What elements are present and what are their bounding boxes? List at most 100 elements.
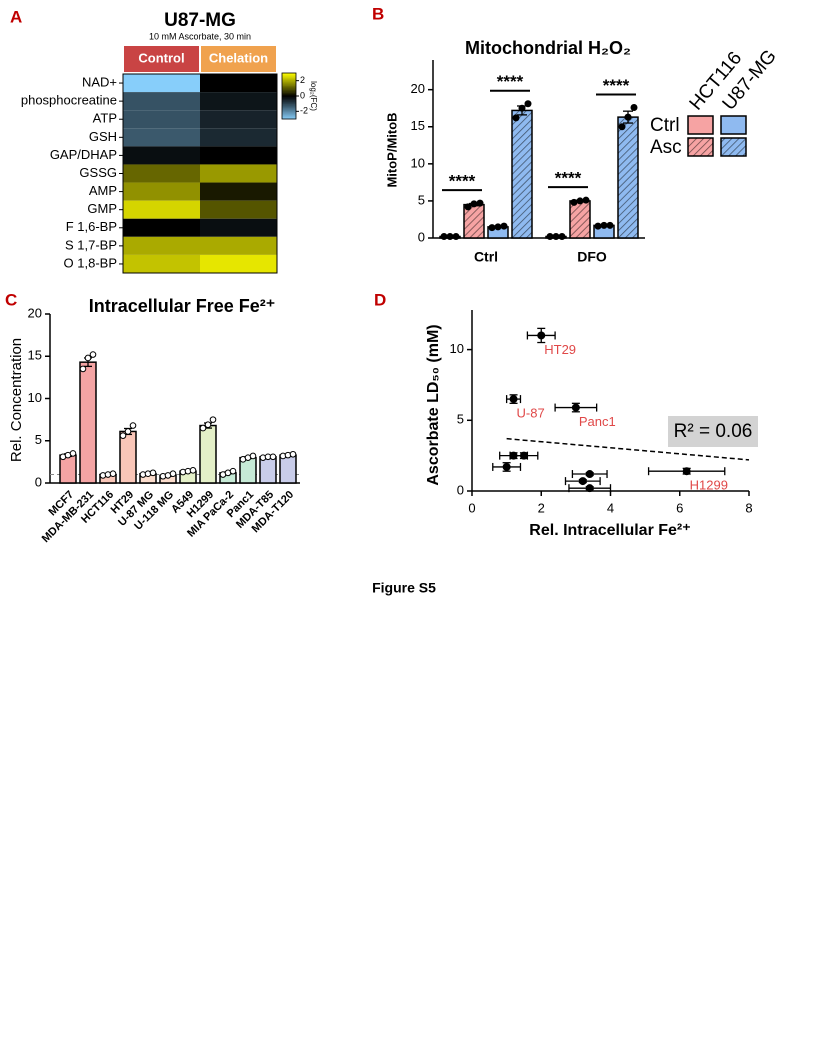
row-label: GSH (89, 129, 117, 144)
colorbar-slice (282, 110, 296, 113)
row-label: AMP (89, 183, 117, 198)
colorbar-tick-label: 2 (300, 75, 305, 85)
heatmap-cell (123, 74, 200, 93)
data-point (119, 432, 127, 439)
data-point (79, 365, 87, 373)
annotation: R² = 0.06 (674, 421, 753, 442)
data-point (109, 470, 117, 478)
colorbar-slice (282, 106, 296, 108)
y-tick-label: 20 (411, 81, 425, 96)
heatmap-cell (123, 200, 200, 219)
significance-label: **** (449, 172, 476, 191)
colorbar-slice (282, 104, 296, 106)
x-axis-label: Rel. Intracellular Fe²⁺ (529, 522, 690, 539)
column-label: Chelation (209, 50, 268, 65)
x-tick-label: DFO (577, 249, 607, 265)
colorbar-slice (282, 113, 296, 115)
colorbar-slice (282, 74, 296, 76)
data-point (618, 123, 626, 131)
data-point (502, 462, 511, 471)
data-point (89, 351, 97, 358)
heatmap-cell (123, 164, 200, 183)
colorbar-slice (282, 73, 296, 75)
x-tick-label: 2 (538, 500, 545, 515)
colorbar-slice (282, 87, 296, 90)
bar (79, 361, 97, 484)
colorbar-slice (282, 78, 296, 81)
chart-subtitle: 10 mM Ascorbate, 30 min (149, 31, 251, 41)
x-tick-label: Ctrl (474, 249, 498, 265)
legend-swatch (720, 115, 747, 135)
data-point (169, 470, 177, 478)
heatmap-cell (200, 128, 277, 147)
colorbar-label: log₂(FC) (309, 81, 318, 111)
y-tick-label: 0 (457, 482, 464, 497)
colorbar-slice (282, 79, 296, 82)
data-point (571, 403, 580, 412)
figure-caption: Figure S5 (372, 580, 436, 596)
bar (511, 109, 533, 239)
colorbar-slice (282, 91, 296, 93)
y-tick-label: 15 (411, 118, 425, 133)
colorbar-slice (282, 99, 296, 101)
bar (279, 454, 297, 484)
colorbar-slice (282, 107, 296, 109)
data-point (518, 104, 526, 112)
data-point (189, 467, 197, 474)
y-axis-label: Ascorbate LD₅₀ (mM) (425, 324, 442, 485)
y-axis-label: MitoP/MitoB (384, 112, 399, 187)
data-point (129, 422, 137, 429)
point-label: H1299 (690, 478, 728, 493)
heatmap-cell (123, 128, 200, 147)
data-point (600, 221, 608, 229)
data-point (464, 203, 472, 211)
colorbar-slice (282, 102, 296, 105)
y-tick-label: 10 (411, 155, 425, 170)
colorbar-slice (282, 85, 296, 88)
row-label: NAD+ (82, 74, 117, 89)
data-point (624, 113, 632, 121)
significance-label: **** (603, 76, 630, 95)
row-label: O 1,8-BP (64, 255, 117, 270)
colorbar-slice (282, 96, 296, 98)
colorbar-slice (282, 109, 296, 112)
colorbar-slice (282, 92, 296, 94)
data-point (269, 453, 277, 461)
data-point (552, 233, 560, 241)
colorbar-slice (282, 81, 296, 83)
row-label: ATP (93, 111, 117, 126)
data-point (494, 223, 502, 231)
panel-letter: C (5, 290, 17, 309)
chart-title: U87-MG (164, 10, 236, 31)
colorbar-slice (282, 77, 296, 80)
colorbar-slice (282, 101, 296, 104)
data-point (488, 224, 496, 232)
point-label: HT29 (544, 342, 576, 357)
data-point (519, 451, 528, 460)
data-point (452, 233, 460, 241)
y-tick-label: 0 (418, 229, 425, 244)
colorbar-tick-label: 0 (300, 90, 305, 100)
row-label: GAP/DHAP (50, 147, 117, 162)
heatmap-cell (200, 254, 277, 273)
colorbar-slice (282, 83, 296, 85)
y-tick-label: 15 (28, 348, 42, 363)
colorbar-slice (282, 100, 296, 103)
data-point (509, 395, 518, 404)
data-point (582, 196, 590, 204)
y-tick-label: 20 (28, 305, 42, 320)
data-point (289, 450, 297, 458)
heatmap-cell (200, 200, 277, 219)
legend-swatch (687, 115, 714, 135)
panel-letter: A (10, 7, 22, 26)
colorbar-slice (282, 93, 296, 96)
data-point (500, 222, 508, 230)
heatmap-cell (123, 110, 200, 129)
colorbar-slice (282, 117, 296, 120)
colorbar-slice (282, 116, 296, 119)
significance-label: **** (555, 169, 582, 188)
colorbar-slice (282, 105, 296, 107)
legend-row-label: Ctrl (650, 115, 680, 136)
bar (199, 424, 217, 484)
data-point (470, 200, 478, 208)
